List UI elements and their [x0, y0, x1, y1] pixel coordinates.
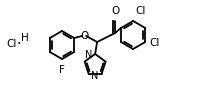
- Text: ·: ·: [17, 36, 21, 52]
- Text: N: N: [85, 50, 92, 60]
- Text: Cl: Cl: [7, 39, 17, 49]
- Text: O: O: [80, 31, 88, 41]
- Text: Cl: Cl: [149, 38, 160, 48]
- Text: O: O: [111, 6, 119, 16]
- Text: Cl: Cl: [135, 6, 146, 16]
- Text: H: H: [21, 33, 29, 43]
- Text: F: F: [59, 65, 65, 75]
- Text: N: N: [91, 71, 98, 81]
